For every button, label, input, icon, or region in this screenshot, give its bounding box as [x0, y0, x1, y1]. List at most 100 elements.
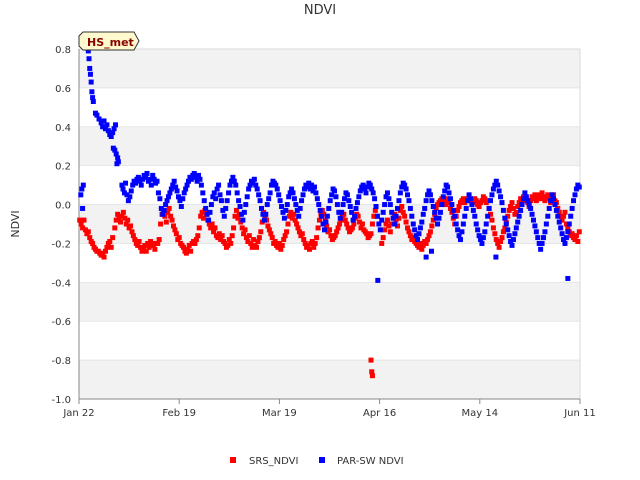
y-tick-label: 0.2: [55, 162, 71, 173]
data-point: [251, 237, 257, 243]
data-point: [540, 235, 546, 241]
data-point: [278, 246, 284, 252]
data-point: [354, 200, 360, 206]
data-point: [87, 235, 93, 241]
data-point: [364, 184, 370, 190]
data-point: [489, 217, 495, 223]
data-point: [355, 213, 361, 219]
data-point: [392, 221, 398, 227]
data-point: [566, 221, 572, 227]
data-point: [420, 242, 426, 248]
data-point: [508, 204, 514, 209]
data-point: [196, 225, 202, 231]
data-point: [224, 198, 230, 204]
data-point: [512, 231, 518, 237]
data-point: [297, 205, 303, 211]
data-point: [329, 192, 335, 198]
data-point: [180, 196, 186, 202]
data-point: [334, 202, 340, 208]
data-point: [143, 248, 149, 254]
data-point: [572, 192, 578, 198]
data-point: [420, 211, 426, 217]
data-point: [184, 182, 190, 188]
data-point: [520, 196, 526, 202]
data-point: [130, 233, 136, 239]
x-tick-label: Jun 11: [563, 408, 596, 419]
data-point: [369, 369, 375, 375]
data-point: [294, 207, 300, 213]
data-point: [309, 182, 315, 188]
data-point: [429, 223, 435, 229]
data-point: [266, 196, 272, 202]
data-point: [98, 120, 104, 126]
data-point: [193, 174, 199, 180]
data-point: [386, 196, 392, 202]
data-point: [387, 229, 393, 235]
data-point: [493, 237, 499, 243]
data-point: [125, 217, 131, 223]
y-axis-ticks: 0.8 0.6 0.4 0.2 0.0 -0.2 -0.4 -0.6 -0.8 -1.0: [51, 45, 71, 406]
data-point: [486, 205, 492, 211]
data-point: [450, 207, 456, 213]
data-point: [513, 209, 519, 215]
data-point: [201, 198, 207, 204]
data-point: [419, 246, 425, 252]
data-point: [147, 176, 153, 182]
data-point: [412, 227, 418, 233]
data-point: [349, 225, 355, 231]
data-point: [257, 198, 263, 204]
data-point: [253, 182, 259, 188]
data-point: [115, 155, 121, 161]
data-point: [306, 180, 312, 186]
data-point: [137, 178, 143, 184]
x-axis-ticks: Jan 22 Feb 19 Mar 19 Apr 16 May 14 Jun 11: [62, 399, 596, 419]
data-point: [390, 215, 396, 221]
data-point: [255, 239, 261, 244]
data-point: [465, 198, 471, 204]
data-point: [532, 192, 538, 198]
data-point: [120, 209, 126, 215]
data-point: [545, 213, 551, 219]
data-point: [94, 112, 100, 118]
data-point: [573, 186, 579, 192]
data-point: [342, 217, 348, 223]
data-point: [409, 213, 415, 219]
data-point: [538, 246, 544, 252]
data-point: [396, 215, 402, 221]
data-point: [233, 207, 239, 213]
data-point: [90, 99, 96, 104]
data-point: [374, 213, 380, 219]
data-point: [291, 196, 297, 202]
data-point: [327, 227, 332, 233]
data-point: [345, 225, 351, 231]
data-point: [238, 211, 244, 217]
data-point: [320, 221, 326, 227]
data-point: [242, 227, 248, 233]
data-point: [276, 240, 282, 246]
data-point: [576, 184, 582, 190]
data-point: [283, 207, 289, 213]
data-point: [360, 182, 366, 188]
x-tick-label: May 14: [462, 408, 499, 419]
data-point: [372, 207, 378, 213]
data-point: [208, 225, 214, 231]
data-point: [529, 211, 535, 217]
data-point: [493, 254, 499, 260]
data-point: [161, 207, 167, 213]
data-point: [435, 221, 441, 227]
data-point: [135, 174, 141, 180]
data-point: [568, 213, 574, 219]
data-point: [433, 205, 439, 211]
data-point: [413, 233, 419, 239]
data-point: [419, 219, 425, 225]
data-point: [102, 248, 108, 254]
legend-label-srs-ndvi: SRS_NDVI: [249, 456, 298, 467]
data-point: [250, 180, 256, 186]
data-point: [478, 237, 484, 243]
data-point: [302, 240, 308, 246]
data-point: [368, 357, 374, 363]
data-point: [150, 172, 156, 178]
data-point: [379, 217, 385, 223]
data-point: [113, 151, 119, 157]
data-point: [211, 229, 217, 235]
